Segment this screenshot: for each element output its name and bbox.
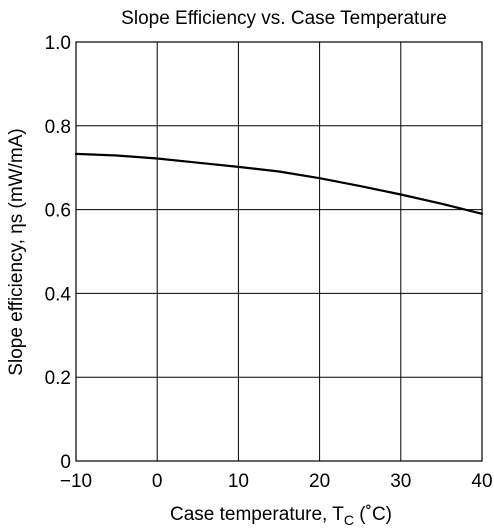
y-tick-label: 0.2 bbox=[45, 368, 71, 389]
x-grid bbox=[75, 42, 483, 461]
plot-area-frame bbox=[75, 41, 483, 462]
series-layer bbox=[74, 152, 484, 215]
chart-title: Slope Efficiency vs. Case Temperature bbox=[121, 8, 447, 29]
x-tick-label: 40 bbox=[471, 471, 492, 492]
y-tick-label: 0.8 bbox=[45, 117, 71, 138]
x-tick-label: 20 bbox=[309, 471, 330, 492]
x-tick-label: 10 bbox=[228, 471, 249, 492]
x-axis-label-text: Case temperature, T bbox=[170, 504, 344, 525]
x-tick-labels: −10 0 10 20 30 40 bbox=[60, 471, 493, 492]
y-tick-label: 1.0 bbox=[45, 33, 71, 54]
y-tick-label: 0 bbox=[60, 452, 71, 473]
x-tick-label: 30 bbox=[390, 471, 411, 492]
series-line bbox=[74, 152, 484, 215]
y-tick-label: 0.4 bbox=[45, 284, 72, 305]
x-axis-label: Case temperature, TC (˚C) bbox=[170, 504, 392, 528]
x-axis-label-subscript: C bbox=[344, 512, 354, 528]
y-tick-label: 0.6 bbox=[45, 201, 71, 222]
x-axis-label-unit: (˚C) bbox=[354, 504, 392, 525]
y-tick-labels: 0 0.2 0.4 0.6 0.8 1.0 bbox=[45, 33, 72, 473]
y-grid bbox=[76, 41, 482, 462]
x-tick-label: −10 bbox=[60, 471, 92, 492]
y-axis-label: Slope efficiency, ηs (mW/mA) bbox=[6, 128, 27, 375]
x-tick-label: 0 bbox=[152, 471, 163, 492]
